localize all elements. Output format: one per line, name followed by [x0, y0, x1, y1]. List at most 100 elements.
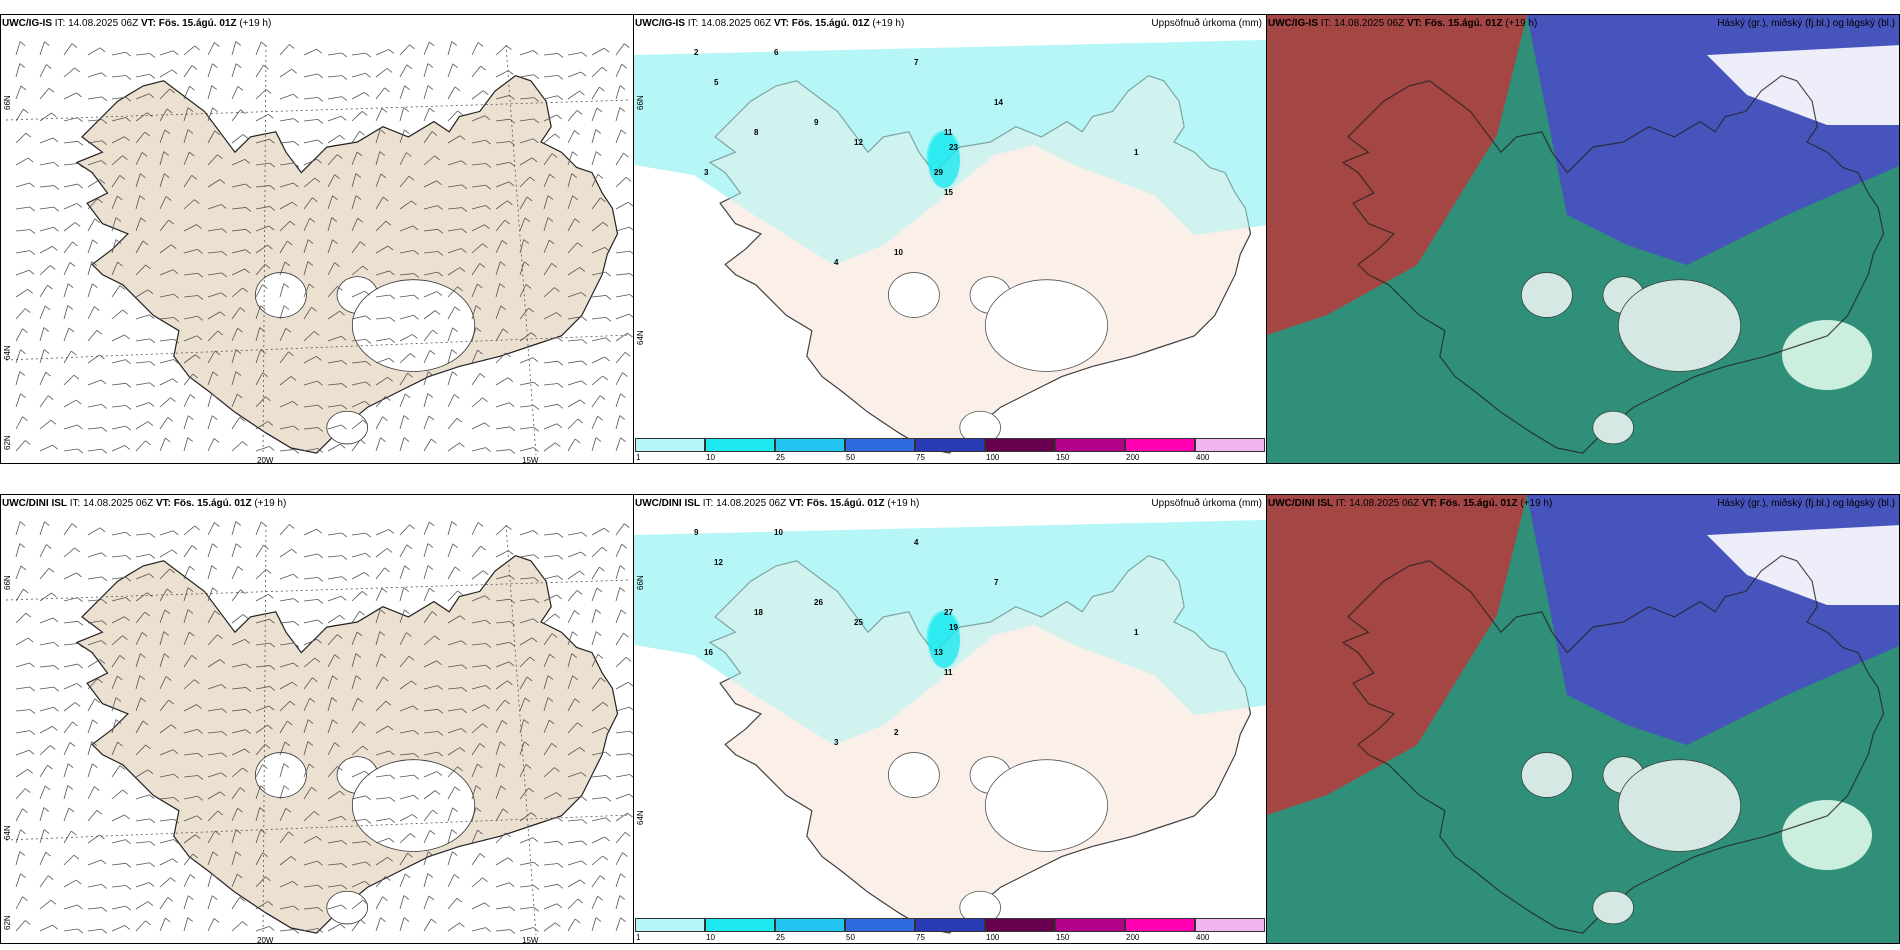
wind-barb-flag	[244, 268, 250, 274]
wind-barb-flag	[364, 400, 371, 406]
wind-barb	[279, 720, 288, 734]
wind-barb-flag	[101, 160, 107, 165]
legend-label: 400	[1196, 933, 1210, 942]
lat-label-62n: 62N	[3, 435, 12, 450]
wind-barb-flag	[115, 239, 122, 244]
wind-barb	[351, 400, 365, 408]
wind-barb-flag	[381, 108, 388, 113]
wind-barb-flag	[94, 698, 101, 704]
wind-barb-flag	[531, 157, 538, 163]
wind-barb-flag	[595, 609, 602, 614]
wind-barb-flag	[97, 678, 103, 684]
wind-barb	[567, 242, 578, 254]
wind-barb-flag	[556, 312, 562, 317]
wind-barb	[303, 73, 318, 78]
wind-barb	[423, 180, 437, 188]
wind-barb-flag	[51, 112, 57, 118]
wind-barb-flag	[454, 786, 461, 792]
wind-barb-flag	[92, 763, 98, 769]
wind-barb	[519, 196, 528, 210]
wind-barb	[15, 768, 28, 778]
wind-barb	[519, 741, 525, 756]
wind-barb-flag	[268, 705, 275, 711]
wind-barb-flag	[139, 675, 146, 680]
wind-barb	[567, 796, 582, 800]
wind-barb	[567, 590, 578, 602]
wind-barb	[207, 179, 221, 188]
wind-barb	[255, 396, 266, 408]
wind-barb-flag	[262, 852, 269, 858]
wind-barb-flag	[263, 64, 269, 70]
wind-barb	[495, 929, 510, 932]
wind-barb-flag	[533, 618, 539, 624]
wind-barb-flag	[604, 727, 611, 732]
wind-barb-flag	[403, 917, 410, 922]
wind-barb-flag	[603, 527, 610, 533]
wind-barb	[615, 812, 628, 822]
wind-barb	[159, 917, 166, 932]
wind-barb-flag	[235, 521, 242, 526]
wind-barb	[495, 352, 506, 364]
wind-barb	[303, 427, 318, 430]
wind-barb-flag	[77, 643, 84, 648]
wind-barb	[327, 675, 333, 690]
wind-barb	[87, 330, 98, 342]
wind-barb-flag	[76, 683, 83, 688]
wind-barb	[615, 565, 621, 580]
wind-barb-flag	[581, 860, 587, 866]
wind-barb	[447, 615, 461, 624]
wind-barb-flag	[362, 419, 369, 425]
wind-barb-flag	[99, 179, 106, 184]
wind-barb-flag	[387, 725, 394, 731]
wind-barb-flag	[413, 794, 419, 800]
wind-barb	[591, 174, 599, 188]
precip-value-label: 26	[814, 598, 823, 607]
wind-barb-flag	[197, 775, 204, 780]
wind-barb	[615, 753, 630, 756]
wind-barb	[351, 841, 366, 844]
wind-barb-flag	[388, 837, 395, 843]
wind-barb-flag	[412, 705, 419, 711]
wind-barb	[183, 609, 189, 624]
wind-barb	[471, 373, 481, 386]
wind-barb	[567, 610, 575, 624]
wind-barb-flag	[549, 653, 555, 659]
wind-barb	[87, 698, 96, 712]
wind-barb	[543, 554, 558, 558]
wind-barb	[519, 261, 525, 276]
wind-barb	[15, 920, 26, 932]
wind-barb	[567, 570, 580, 580]
wind-barb	[183, 679, 195, 690]
wind-barb-flag	[557, 555, 564, 560]
wind-barb-flag	[311, 786, 317, 792]
wind-barb	[159, 338, 174, 342]
wind-barb-flag	[388, 529, 395, 534]
wind-barb	[591, 751, 606, 756]
wind-barb	[591, 587, 598, 602]
wind-barb-flag	[427, 85, 434, 90]
wind-barb	[159, 530, 174, 536]
wind-barb	[39, 726, 53, 734]
wind-barb	[135, 93, 150, 100]
wind-barb-flag	[293, 118, 300, 123]
wind-barb	[399, 175, 410, 188]
wind-barb	[15, 349, 21, 364]
wind-barb	[135, 611, 146, 624]
wind-barb	[231, 566, 239, 580]
legend-swatch: 400	[1195, 438, 1265, 462]
wind-barb	[447, 349, 453, 364]
wind-barb	[183, 874, 191, 888]
wind-barb-flag	[385, 220, 392, 226]
wind-barb-flag	[237, 565, 244, 571]
wind-barb-flag	[380, 653, 387, 659]
wind-barb	[375, 837, 390, 844]
wind-barb	[567, 418, 579, 430]
wind-barb-flag	[529, 176, 536, 182]
lat-label-64n: 64N	[636, 330, 645, 345]
wind-barb	[543, 903, 558, 910]
wind-barb-flag	[331, 697, 337, 702]
wind-barb-flag	[101, 72, 107, 78]
wind-barb	[159, 797, 174, 800]
wind-barb-flag	[19, 521, 26, 526]
wind-barb	[87, 179, 101, 188]
